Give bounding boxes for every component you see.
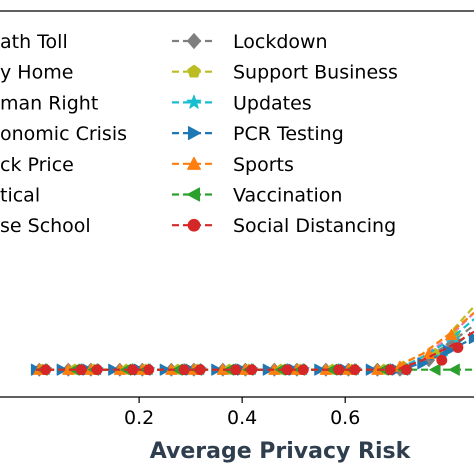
data-point — [429, 363, 441, 376]
legend-marker — [187, 64, 201, 78]
legend-item: Sports — [172, 154, 294, 176]
series-group — [30, 305, 474, 377]
legend-item: tical — [0, 185, 40, 207]
data-point — [452, 342, 464, 354]
legend-item: man Right — [0, 92, 98, 114]
legend-label: Updates — [233, 92, 312, 114]
data-point — [194, 364, 206, 376]
legend-item: ath Toll — [0, 31, 68, 53]
legend-marker — [187, 126, 201, 141]
legend-label: onomic Crisis — [0, 123, 127, 145]
x-tick-label: 0.2 — [124, 407, 154, 429]
legend-item: PCR Testing — [172, 123, 344, 145]
legend-item: Lockdown — [172, 31, 328, 53]
data-point — [143, 364, 155, 376]
data-point — [75, 364, 87, 376]
data-point — [297, 364, 309, 376]
x-tick-label: 0.4 — [227, 407, 257, 429]
legend-item: y Home — [0, 62, 73, 84]
legend-item: Social Distancing — [172, 215, 396, 237]
plot-area — [30, 305, 474, 377]
legend-item: Updates — [172, 92, 312, 114]
legend-marker — [187, 187, 201, 202]
legend-label: Lockdown — [233, 31, 328, 53]
legend: ath Toll y Home man Right onomic Crisis ck P… — [0, 31, 398, 237]
legend-item: onomic Crisis — [0, 123, 127, 145]
legend-marker — [186, 94, 202, 109]
legend-item: Support Business — [172, 62, 398, 84]
legend-item: se School — [0, 215, 91, 237]
data-point — [400, 364, 412, 376]
legend-marker — [187, 33, 201, 49]
legend-label: ath Toll — [0, 31, 68, 53]
data-point — [468, 332, 474, 345]
data-point — [281, 364, 293, 376]
data-point — [436, 354, 448, 366]
series-line — [36, 330, 474, 371]
legend-label: y Home — [0, 62, 73, 84]
data-point — [246, 364, 258, 376]
data-point — [384, 364, 396, 376]
legend-label: se School — [0, 215, 91, 237]
series-social-distancing — [36, 330, 474, 376]
x-axis-ticks: 0.2 0.4 0.6 — [124, 397, 360, 429]
legend-label: Support Business — [233, 62, 398, 84]
legend-item: Vaccination — [172, 185, 342, 207]
legend-label: Social Distancing — [233, 215, 396, 237]
data-point — [178, 364, 190, 376]
data-point — [448, 363, 460, 376]
data-point — [349, 364, 361, 376]
data-point — [91, 364, 103, 376]
data-point — [40, 364, 52, 376]
legend-label: PCR Testing — [233, 123, 344, 145]
legend-label: Sports — [233, 154, 294, 176]
legend-label: man Right — [0, 92, 98, 114]
data-point — [230, 364, 242, 376]
legend-marker — [187, 218, 201, 232]
legend-marker — [187, 156, 201, 170]
x-tick-label: 0.6 — [330, 407, 360, 429]
x-axis-label: Average Privacy Risk — [150, 439, 412, 464]
legend-label: ck Price — [0, 154, 74, 176]
legend-label: tical — [0, 185, 40, 207]
legend-label: Vaccination — [233, 185, 342, 207]
legend-item: ck Price — [0, 154, 74, 176]
data-point — [445, 328, 458, 341]
data-point — [333, 364, 345, 376]
data-point — [127, 364, 139, 376]
